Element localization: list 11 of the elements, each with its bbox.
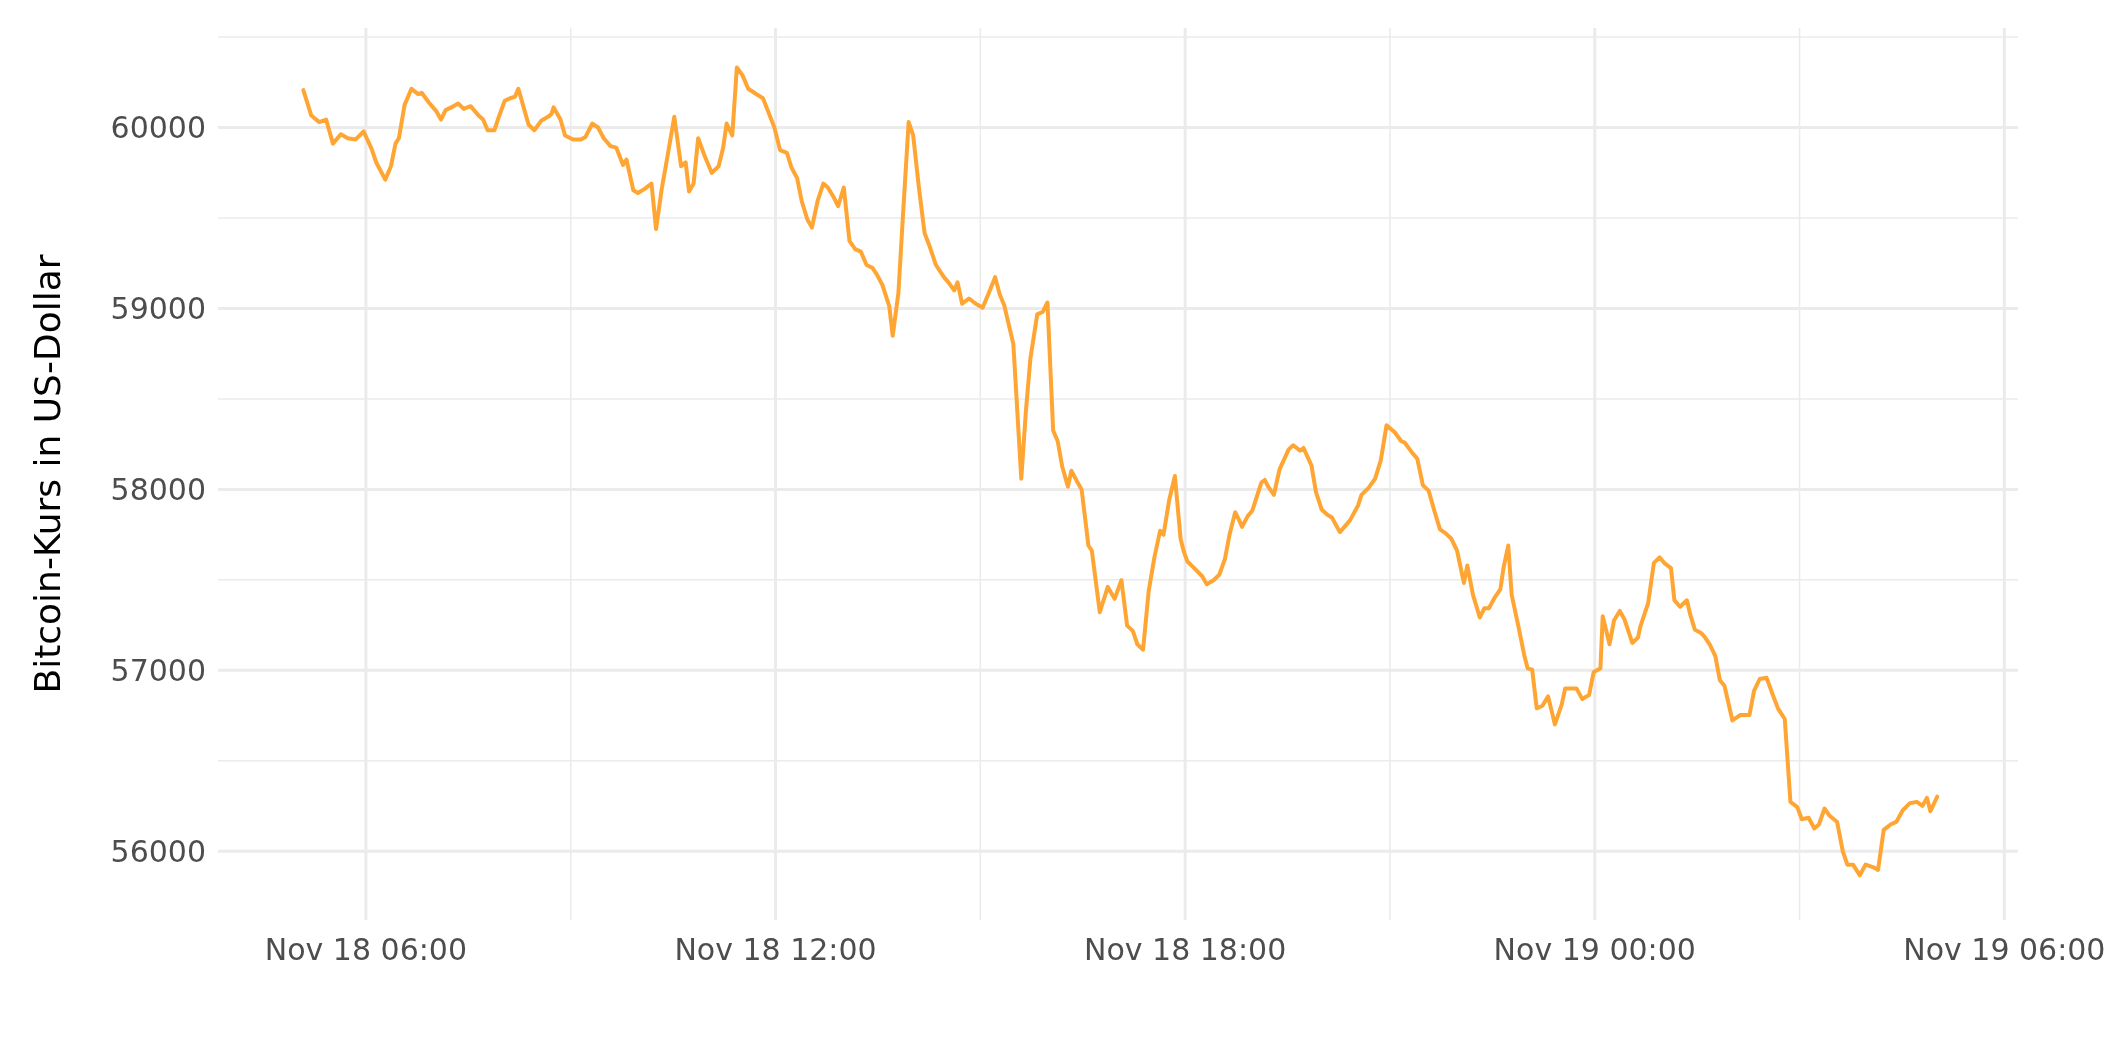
x-tick-label: Nov 18 18:00 [1084,932,1287,967]
y-tick-label: 56000 [110,833,206,869]
x-tick-label: Nov 18 12:00 [674,932,877,967]
x-tick-label: Nov 18 06:00 [264,932,468,967]
y-tick-label: 57000 [110,652,206,688]
y-tick-label: 59000 [110,290,206,326]
y-tick-label: 58000 [110,471,206,507]
x-tick-label: Nov 19 06:00 [1903,932,2106,967]
x-tick-label: Nov 19 00:00 [1493,932,1696,967]
y-axis-title: Bitcoin-Kurs in US-Dollar [27,254,68,694]
y-tick-label: 60000 [110,110,206,146]
